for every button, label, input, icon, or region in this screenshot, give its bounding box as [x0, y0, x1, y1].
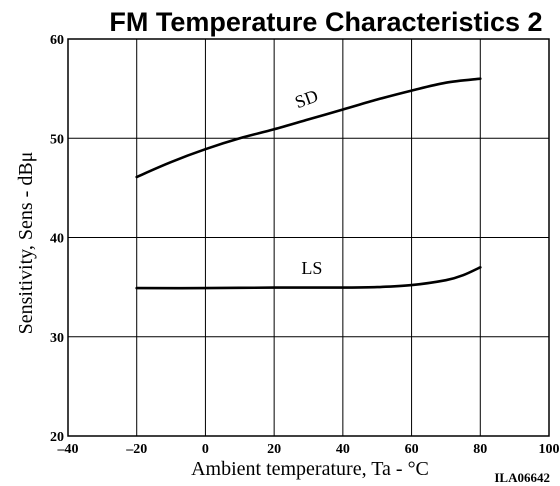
x-tick-label: 0 — [202, 442, 209, 457]
x-tick-label: 20 — [267, 442, 281, 457]
x-tick-label: –40 — [57, 442, 79, 457]
figure-code: ILA06642 — [494, 470, 550, 485]
chart-title: FM Temperature Characteristics 2 — [109, 7, 542, 37]
y-tick-labels: 20 30 40 50 60 — [50, 33, 64, 445]
grid — [68, 39, 549, 436]
series-line-sd — [135, 77, 482, 179]
series-label-sd: SD — [292, 86, 320, 113]
series-labels: SD LS — [292, 86, 322, 279]
series-line-ls — [135, 266, 482, 290]
y-tick-label: 50 — [50, 132, 64, 147]
y-tick-label: 60 — [50, 33, 64, 48]
x-axis-label: Ambient temperature, Ta - °C — [191, 458, 429, 480]
x-tick-label: 60 — [405, 442, 419, 457]
x-tick-labels: –40 –20 0 20 40 60 80 100 — [57, 442, 560, 457]
x-tick-label: –20 — [125, 442, 147, 457]
y-axis-label: Sensitivity, Sens - dBμ — [15, 152, 37, 335]
series-lines — [135, 77, 482, 290]
x-tick-label: 40 — [336, 442, 350, 457]
plot-frame — [67, 38, 550, 437]
y-tick-label: 40 — [50, 232, 64, 247]
x-tick-label: 100 — [539, 442, 560, 457]
x-tick-label: 80 — [473, 442, 487, 457]
y-tick-label: 30 — [50, 331, 64, 346]
y-tick-label: 20 — [50, 430, 64, 445]
series-label-ls: LS — [301, 258, 322, 278]
